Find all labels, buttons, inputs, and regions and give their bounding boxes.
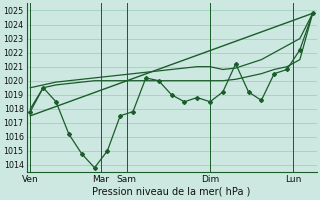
X-axis label: Pression niveau de la mer( hPa ): Pression niveau de la mer( hPa ): [92, 187, 251, 197]
